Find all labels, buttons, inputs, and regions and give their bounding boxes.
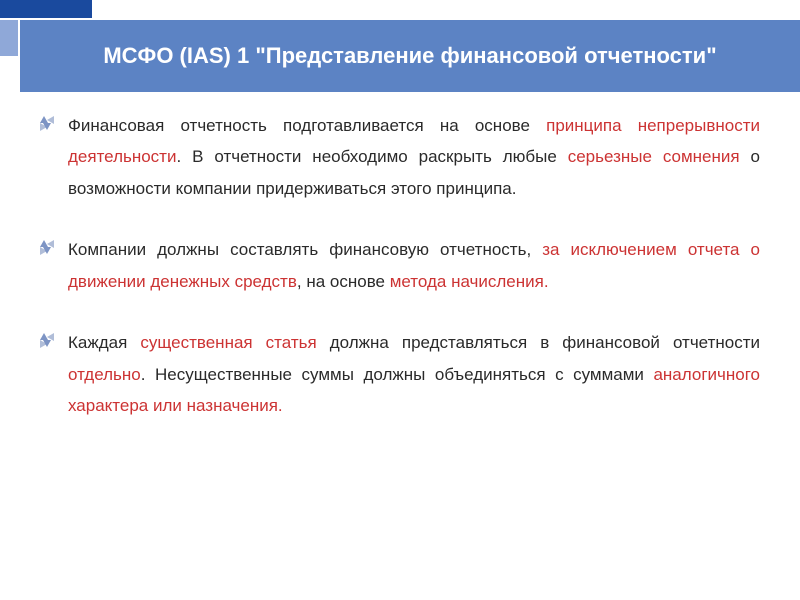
highlight-text: серьезные сомнения (568, 147, 751, 166)
plain-text: Финансовая отчетность подготавливается н… (68, 116, 546, 135)
diamond-bullet-icon (40, 240, 54, 254)
highlight-text: отдельно (68, 365, 141, 384)
plain-text: . В отчетности необходимо раскрыть любые (176, 147, 567, 166)
plain-text: Компании должны составлять финансовую от… (68, 240, 542, 259)
plain-text: . Несущественные суммы должны объединять… (141, 365, 654, 384)
bullet-text: Каждая существенная статья должна предст… (68, 327, 760, 421)
content-area: Финансовая отчетность подготавливается н… (40, 110, 760, 580)
diamond-bullet-icon (40, 116, 54, 130)
plain-text: Каждая (68, 333, 140, 352)
title-bar: МСФО (IAS) 1 "Представление финансовой о… (20, 20, 800, 92)
bullet-text: Финансовая отчетность подготавливается н… (68, 110, 760, 204)
plain-text: , на основе (297, 272, 390, 291)
bullet-text: Компании должны составлять финансовую от… (68, 234, 760, 297)
bullet-item: Каждая существенная статья должна предст… (40, 327, 760, 421)
plain-text: должна представляться в финансовой отчет… (330, 333, 760, 352)
highlight-text: метода начисления. (390, 272, 549, 291)
bullet-item: Финансовая отчетность подготавливается н… (40, 110, 760, 204)
diamond-bullet-icon (40, 333, 54, 347)
slide-title: МСФО (IAS) 1 "Представление финансовой о… (103, 42, 716, 70)
highlight-text: существенная статья (140, 333, 329, 352)
bullet-item: Компании должны составлять финансовую от… (40, 234, 760, 297)
